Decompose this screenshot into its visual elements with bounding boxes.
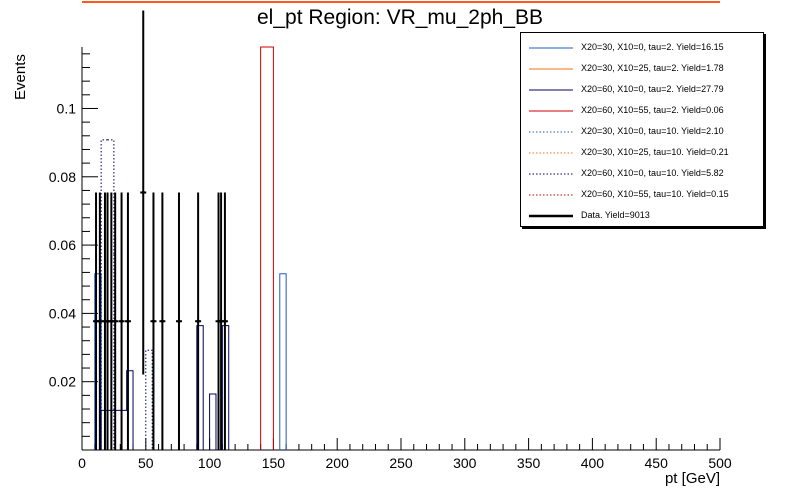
- legend-swatch: [529, 131, 573, 133]
- data-point: [94, 319, 98, 323]
- data-point: [98, 319, 102, 323]
- legend-item: X20=30, X10=0, tau=10. Yield=2.10: [521, 121, 763, 141]
- data-point: [223, 319, 227, 323]
- x-tick-label: 50: [138, 455, 154, 471]
- data-point: [109, 319, 113, 323]
- x-tick-label: 450: [645, 455, 669, 471]
- hist-series-6: [145, 349, 153, 450]
- legend-label: X20=30, X10=0, tau=2. Yield=16.15: [581, 42, 724, 52]
- y-tick-label: 0.08: [49, 169, 76, 185]
- legend-label: X20=30, X10=25, tau=10. Yield=0.21: [581, 147, 729, 157]
- legend-swatch: [529, 47, 573, 49]
- legend-label: X20=30, X10=0, tau=10. Yield=2.10: [581, 126, 724, 136]
- legend-swatch: [529, 194, 573, 196]
- chart-title: el_pt Region: VR_mu_2ph_BB: [256, 6, 544, 29]
- data-point: [151, 319, 156, 323]
- data-point: [177, 319, 181, 323]
- data-point: [196, 319, 200, 323]
- data-point: [141, 190, 145, 195]
- x-tick-label: 100: [198, 455, 222, 471]
- legend: X20=30, X10=0, tau=2. Yield=16.15 X20=30,…: [520, 32, 764, 227]
- legend-item: Data. Yield=9013: [521, 205, 763, 225]
- hist-series-2: [196, 325, 204, 450]
- y-tick-label: 0.02: [49, 374, 76, 390]
- legend-swatch: [529, 152, 573, 154]
- y-tick-label: 0.06: [49, 237, 76, 253]
- legend-swatch: [529, 68, 573, 70]
- x-tick-label: 200: [326, 455, 350, 471]
- data-point: [126, 319, 130, 323]
- legend-item: X20=30, X10=25, tau=2. Yield=1.78: [521, 58, 763, 78]
- data-point: [219, 319, 223, 323]
- legend-swatch: [529, 89, 573, 91]
- legend-item: X20=60, X10=55, tau=2. Yield=0.06: [521, 100, 763, 120]
- x-tick-label: 250: [389, 455, 413, 471]
- hist-series-2: [209, 393, 217, 450]
- hist-series-0: [279, 273, 287, 450]
- legend-swatch: [529, 173, 573, 175]
- hist-series-2: [100, 370, 134, 450]
- data-point: [160, 319, 164, 323]
- x-axis-label: pt [GeV]: [664, 470, 720, 487]
- legend-item: X20=30, X10=25, tau=10. Yield=0.21: [521, 142, 763, 162]
- legend-label: X20=60, X10=55, tau=10. Yield=0.15: [581, 189, 729, 199]
- legend-label: X20=60, X10=0, tau=10. Yield=5.82: [581, 168, 724, 178]
- x-tick-label: 350: [517, 455, 541, 471]
- x-tick-label: 300: [453, 455, 477, 471]
- legend-item: X20=30, X10=0, tau=2. Yield=16.15: [521, 37, 763, 57]
- hist-series-3: [260, 46, 274, 450]
- legend-label: X20=30, X10=25, tau=2. Yield=1.78: [581, 63, 724, 73]
- data-point: [113, 319, 117, 323]
- legend-item: X20=60, X10=0, tau=10. Yield=5.82: [521, 163, 763, 183]
- data-point: [105, 319, 110, 323]
- legend-item: X20=60, X10=55, tau=10. Yield=0.15: [521, 184, 763, 204]
- x-tick-label: 500: [708, 455, 732, 471]
- legend-swatch: [529, 214, 573, 218]
- x-tick-label: 400: [581, 455, 605, 471]
- y-tick-label: 0.04: [49, 305, 76, 321]
- x-tick-label: 150: [262, 455, 286, 471]
- hist-series-6: [100, 139, 115, 450]
- legend-label: X20=60, X10=55, tau=2. Yield=0.06: [581, 105, 724, 115]
- legend-swatch: [529, 110, 573, 112]
- legend-label: X20=60, X10=0, tau=2. Yield=27.79: [581, 84, 724, 94]
- legend-item: X20=60, X10=0, tau=2. Yield=27.79: [521, 79, 763, 99]
- y-tick-label: 0.1: [57, 100, 77, 116]
- legend-label: Data. Yield=9013: [581, 210, 650, 220]
- x-tick-label: 0: [78, 455, 86, 471]
- data-point: [119, 319, 124, 323]
